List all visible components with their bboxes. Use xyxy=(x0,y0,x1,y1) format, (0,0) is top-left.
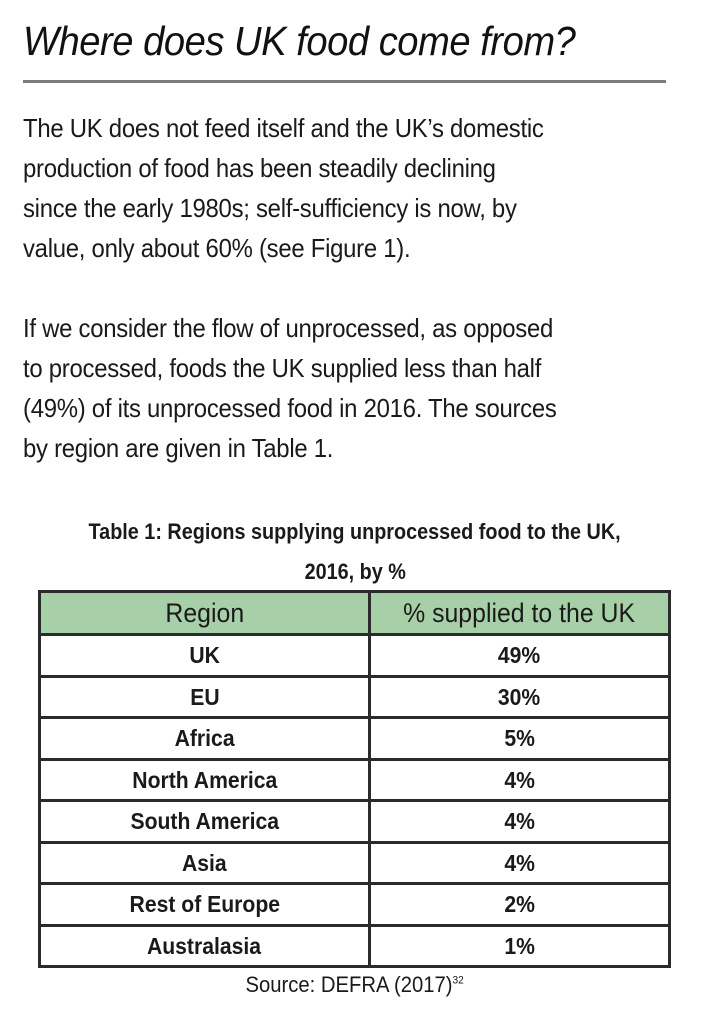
title-divider xyxy=(23,80,666,83)
table-caption-line: 2016, by % xyxy=(304,559,406,584)
column-header-region: Region xyxy=(38,590,371,636)
percent-cell: 49% xyxy=(368,633,671,678)
paragraph-line: by region are given in Table 1. xyxy=(23,433,334,463)
percent-cell: 30% xyxy=(368,674,671,719)
table-row: Rest of Europe 2% xyxy=(38,882,671,927)
paragraph-line: The UK does not feed itself and the UK’s… xyxy=(23,113,544,143)
paragraph-line: (49%) of its unprocessed food in 2016. T… xyxy=(23,393,557,423)
percent-cell: 4% xyxy=(368,757,671,802)
percent-cell: 5% xyxy=(368,716,671,761)
paragraph-line: since the early 1980s; self-sufficiency … xyxy=(23,193,517,223)
region-cell: Africa xyxy=(38,716,371,761)
percent-cell: 1% xyxy=(368,923,671,968)
table-row: North America 4% xyxy=(38,757,671,802)
source-text: Source: DEFRA (2017) xyxy=(245,972,453,997)
unprocessed-food-paragraph: If we consider the flow of unprocessed, … xyxy=(23,308,649,468)
source-note: Source: DEFRA (2017)32 xyxy=(0,972,710,998)
region-cell: Rest of Europe xyxy=(38,882,371,927)
table-caption: Table 1: Regions supplying unprocessed f… xyxy=(0,512,710,592)
column-header-percent: % supplied to the UK xyxy=(368,590,671,636)
table-row: Africa 5% xyxy=(38,716,671,761)
region-cell: EU xyxy=(38,674,371,719)
table-row: Australasia 1% xyxy=(38,923,671,968)
region-cell: Asia xyxy=(38,840,371,885)
table-row: South America 4% xyxy=(38,799,671,844)
percent-cell: 2% xyxy=(368,882,671,927)
region-cell: North America xyxy=(38,757,371,802)
intro-paragraph: The UK does not feed itself and the UK’s… xyxy=(23,108,649,268)
regions-table: Region % supplied to the UK UK 49% EU 30… xyxy=(38,590,671,968)
footnote-reference[interactable]: 32 xyxy=(452,974,465,987)
table-caption-line: Table 1: Regions supplying unprocessed f… xyxy=(88,519,622,544)
region-cell: UK xyxy=(38,633,371,678)
page-title: Where does UK food come from? xyxy=(23,18,576,64)
paragraph-line: If we consider the flow of unprocessed, … xyxy=(23,313,554,343)
table-row: UK 49% xyxy=(38,633,671,678)
paragraph-line: to processed, foods the UK supplied less… xyxy=(23,353,542,383)
table-row: Asia 4% xyxy=(38,840,671,885)
paragraph-line: production of food has been steadily dec… xyxy=(23,153,496,183)
table-header-row: Region % supplied to the UK xyxy=(38,590,671,636)
table-row: EU 30% xyxy=(38,674,671,719)
paragraph-line: value, only about 60% (see Figure 1). xyxy=(23,233,411,263)
region-cell: South America xyxy=(38,799,371,844)
region-cell: Australasia xyxy=(38,923,371,968)
percent-cell: 4% xyxy=(368,840,671,885)
percent-cell: 4% xyxy=(368,799,671,844)
